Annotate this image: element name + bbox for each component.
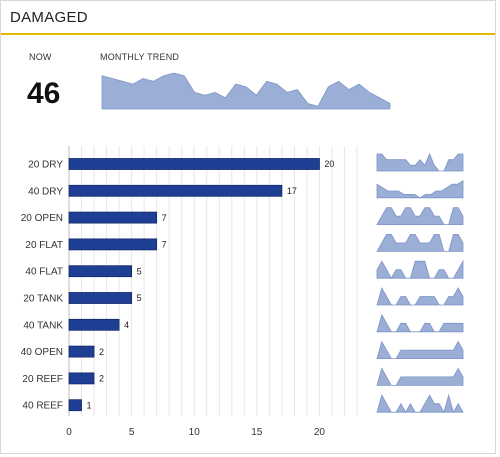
- bar-value-label: 2: [99, 347, 104, 357]
- bar: [68, 265, 133, 278]
- category-sparkline: [376, 393, 464, 414]
- category-sparkline: [376, 313, 464, 333]
- x-tick-label: 5: [129, 427, 135, 438]
- bar-value-label: 5: [137, 266, 142, 276]
- category-label: 40 OPEN: [21, 347, 63, 358]
- bar: [68, 158, 320, 170]
- category-label: 20 TANK: [23, 294, 63, 305]
- bar: [68, 399, 82, 412]
- bar: [68, 345, 95, 358]
- bar: [68, 238, 158, 251]
- bar: [68, 318, 120, 331]
- bar-value-label: 1: [87, 400, 92, 410]
- category-sparkline: [376, 259, 464, 280]
- panel-title: DAMAGED: [10, 9, 88, 26]
- x-tick-label: 20: [314, 427, 326, 438]
- bar: [68, 184, 283, 197]
- now-value: 46: [27, 77, 61, 110]
- category-label: 20 OPEN: [21, 213, 63, 224]
- bar-value-label: 2: [99, 374, 104, 384]
- bar-value-label: 7: [162, 213, 167, 223]
- category-sparkline: [376, 207, 464, 225]
- category-label: 40 DRY: [28, 186, 63, 197]
- x-tick-label: 15: [251, 427, 263, 438]
- bar-value-label: 7: [162, 240, 167, 250]
- bar: [68, 372, 95, 385]
- x-tick-label: 0: [66, 427, 72, 438]
- category-sparkline: [376, 180, 464, 199]
- category-label: 20 FLAT: [25, 240, 63, 251]
- bar: [68, 292, 133, 304]
- category-sparkline: [376, 340, 464, 359]
- monthly-trend-area: [101, 72, 391, 110]
- bar-value-label: 17: [287, 186, 297, 196]
- category-sparkline: [376, 152, 464, 172]
- bar-value-label: 20: [324, 159, 334, 169]
- category-sparkline: [376, 286, 464, 306]
- category-sparkline: [376, 367, 464, 386]
- category-label: 20 REEF: [22, 374, 63, 385]
- x-tick-label: 10: [189, 427, 201, 438]
- now-label: NOW: [29, 52, 52, 62]
- bar: [68, 211, 158, 224]
- bar-value-label: 5: [137, 293, 142, 303]
- category-label: 40 TANK: [23, 320, 63, 331]
- category-label: 40 FLAT: [25, 267, 63, 278]
- category-label: 20 DRY: [28, 160, 63, 171]
- category-label: 40 REEF: [22, 401, 63, 412]
- monthly-trend-label: MONTHLY TREND: [100, 52, 180, 62]
- panel-header: DAMAGED: [1, 1, 495, 35]
- monthly-trend-chart: [101, 72, 391, 110]
- category-sparkline: [376, 234, 464, 252]
- bar-value-label: 4: [124, 320, 129, 330]
